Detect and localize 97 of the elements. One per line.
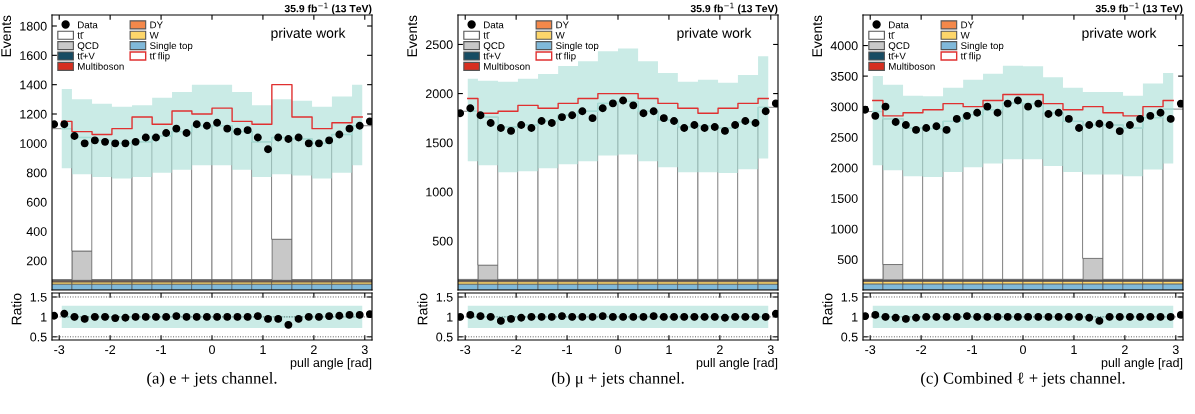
legend-label: tt̄+V [77, 52, 95, 60]
y-tick-label: 2500 [830, 133, 858, 142]
legend-label: Single top [961, 41, 1004, 51]
legend-label: tt̄ [483, 32, 490, 39]
legend-label: Multiboson [889, 62, 935, 70]
legend-label: Data [889, 21, 909, 29]
legend-label: Data [484, 21, 504, 29]
x-tick-label: -3 [460, 345, 471, 355]
y-tick-label: 200 [26, 256, 47, 266]
y-axis-title: Events [812, 15, 823, 57]
legend-label: Data [78, 21, 98, 29]
x-tick-label: 0 [209, 345, 215, 355]
y-tick-label: 1800 [20, 21, 47, 31]
y-axis-title: Ratio [417, 293, 428, 325]
legend-label: DY [961, 21, 974, 29]
legend-label: W [960, 31, 970, 39]
y-tick-label: 500 [432, 236, 453, 246]
y-tick-label: 800 [26, 168, 47, 178]
y-tick-label: 1000 [20, 139, 47, 148]
y-tick-label: 2500 [425, 40, 453, 50]
annotation: private work [1082, 27, 1157, 41]
legend-label: Single top [556, 41, 599, 51]
legend-label: DY [150, 21, 163, 29]
x-tick-label: 2 [311, 345, 317, 354]
y-tick-label: 1.5 [30, 292, 47, 302]
legend-label: Multiboson [484, 62, 530, 70]
x-tick-label: 2 [1122, 345, 1128, 354]
x-tick-label: -3 [865, 345, 876, 355]
y-tick-label: 1 [41, 312, 47, 322]
chart-title: 35.9 fb$^{−1}$ (13 TeV) [1095, 2, 1183, 15]
y-tick-label: 1 [852, 312, 858, 322]
text: (c) Combined ℓ + jets channel. [921, 372, 1125, 388]
legend-label: tt̄ [888, 32, 895, 39]
legend-label: Single top [150, 41, 193, 51]
legend-label: tt̄ flip [960, 52, 981, 62]
legend-label: W [149, 31, 159, 39]
y-tick-label: 1600 [20, 51, 47, 60]
y-tick-label: 1.5 [841, 292, 858, 302]
x-axis-title: pull angle [rad] [696, 357, 778, 370]
y-tick-label: 1.5 [436, 292, 453, 302]
x-tick-label: 0 [1020, 345, 1026, 355]
y-axis-title: Ratio [822, 293, 833, 325]
y-tick-label: 600 [26, 197, 47, 207]
y-axis-title: Events [1, 15, 12, 57]
y-tick-label: 1500 [426, 138, 453, 148]
x-tick-label: 3 [361, 345, 368, 355]
legend-label: tt̄ flip [555, 52, 576, 62]
x-tick-label: -1 [156, 345, 167, 354]
y-tick-label: 1500 [831, 194, 858, 203]
legend-label: tt̄ [77, 32, 84, 39]
legend-label: DY [556, 21, 569, 29]
x-tick-label: 1 [1071, 345, 1077, 354]
x-tick-label: -2 [916, 345, 927, 354]
y-tick-label: 1200 [20, 109, 47, 119]
x-tick-label: -2 [105, 345, 116, 354]
legend-label: tt̄+V [888, 52, 906, 60]
y-axis-title: Ratio [11, 293, 22, 325]
y-tick-label: 2000 [830, 163, 858, 173]
text: (a) e + jets channel. [147, 372, 277, 388]
x-tick-label: -3 [54, 345, 65, 355]
chart-title: 35.9 fb$^{−1}$ (13 TeV) [284, 2, 372, 15]
legend-label: QCD [483, 42, 505, 51]
y-tick-label: 3500 [830, 71, 858, 81]
x-tick-label: -2 [511, 345, 522, 354]
annotation: private work [271, 27, 346, 41]
y-tick-label: 2000 [425, 89, 453, 99]
legend-label: QCD [888, 42, 910, 51]
x-tick-label: 2 [717, 345, 723, 354]
y-tick-label: 4000 [830, 41, 858, 51]
x-tick-label: 3 [1172, 345, 1179, 355]
legend-label: W [555, 31, 565, 39]
y-tick-label: 0.5 [436, 332, 453, 342]
y-tick-label: 1000 [831, 224, 858, 234]
y-tick-label: 0.5 [30, 332, 47, 342]
y-tick-label: 500 [837, 255, 858, 265]
x-axis-title: pull angle [rad] [1101, 357, 1183, 370]
x-tick-label: 1 [666, 345, 672, 354]
y-tick-label: 3000 [830, 102, 858, 112]
x-tick-label: -1 [967, 345, 978, 354]
x-tick-label: -1 [562, 345, 573, 354]
y-axis-title: Events [407, 15, 418, 57]
legend-label: tt̄ flip [149, 52, 170, 62]
x-tick-label: 3 [767, 345, 774, 355]
y-tick-label: 400 [26, 227, 47, 236]
y-tick-label: 0.5 [841, 332, 858, 342]
x-tick-label: 0 [615, 345, 621, 355]
y-tick-label: 1 [447, 312, 453, 322]
y-tick-label: 1400 [20, 80, 47, 90]
x-axis-title: pull angle [rad] [290, 357, 372, 370]
y-tick-label: 1000 [426, 187, 453, 197]
annotation: private work [677, 27, 752, 41]
legend-label: QCD [77, 42, 99, 51]
legend-label: Multiboson [78, 62, 124, 70]
legend-label: tt̄+V [483, 52, 501, 60]
chart-title: 35.9 fb$^{−1}$ (13 TeV) [690, 2, 778, 15]
text: (b) μ + jets channel. [551, 372, 684, 388]
x-tick-label: 1 [260, 345, 266, 354]
